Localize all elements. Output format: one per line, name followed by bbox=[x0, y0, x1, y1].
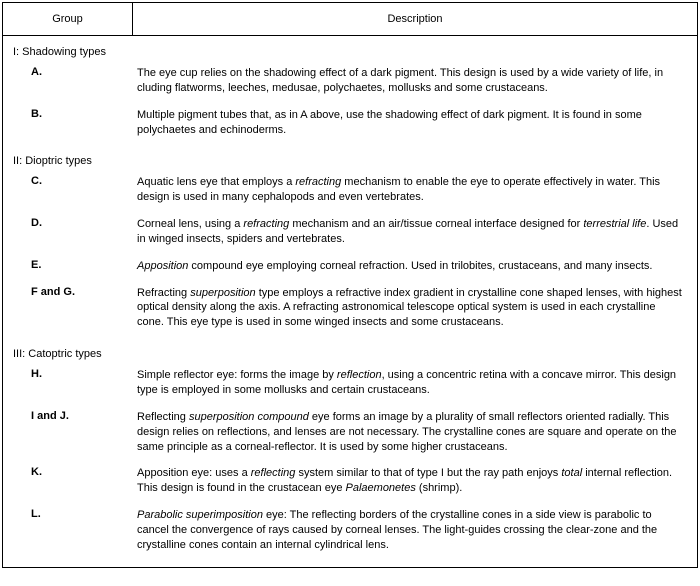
row-label-d: D. bbox=[3, 215, 133, 249]
row-desc-l: Parabolic superimposition eye: The refle… bbox=[133, 506, 697, 555]
table-row: F and G. Refracting superposition type e… bbox=[3, 280, 697, 337]
table-row: I and J. Reflecting superposition compou… bbox=[3, 404, 697, 461]
row-desc-fg: Refracting superposition type employs a … bbox=[133, 284, 697, 333]
table-header-row: Group Description bbox=[3, 3, 697, 36]
table-row: E. Apposition compound eye employing cor… bbox=[3, 253, 697, 280]
row-desc-h: Simple reflector eye: forms the image by… bbox=[133, 366, 697, 400]
header-description: Description bbox=[133, 3, 697, 35]
row-label-fg: F and G. bbox=[3, 284, 133, 333]
table-row: H. Simple reflector eye: forms the image… bbox=[3, 362, 697, 404]
row-label-ij: I and J. bbox=[3, 408, 133, 457]
table-body: I: Shadowing types A. The eye cup relies… bbox=[3, 36, 697, 567]
row-desc-b: Multiple pigment tubes that, as in A abo… bbox=[133, 106, 697, 140]
section-3-title: III: Catoptric types bbox=[3, 336, 697, 362]
row-label-c: C. bbox=[3, 173, 133, 207]
row-desc-a: The eye cup relies on the shadowing effe… bbox=[133, 64, 697, 98]
row-label-l: L. bbox=[3, 506, 133, 555]
table-row: C. Aquatic lens eye that employs a refra… bbox=[3, 169, 697, 211]
row-desc-d: Corneal lens, using a refracting mechani… bbox=[133, 215, 697, 249]
row-label-h: H. bbox=[3, 366, 133, 400]
section-2-title: II: Dioptric types bbox=[3, 143, 697, 169]
row-label-b: B. bbox=[3, 106, 133, 140]
table-row: D. Corneal lens, using a refracting mech… bbox=[3, 211, 697, 253]
table-row: B. Multiple pigment tubes that, as in A … bbox=[3, 102, 697, 144]
eye-types-table: Group Description I: Shadowing types A. … bbox=[2, 2, 698, 568]
row-desc-ij: Reflecting superposition compound eye fo… bbox=[133, 408, 697, 457]
row-label-k: K. bbox=[3, 464, 133, 498]
table-row: L. Parabolic superimposition eye: The re… bbox=[3, 502, 697, 559]
section-1-title: I: Shadowing types bbox=[3, 40, 697, 60]
table-row: K. Apposition eye: uses a reflecting sys… bbox=[3, 460, 697, 502]
table-row: A. The eye cup relies on the shadowing e… bbox=[3, 60, 697, 102]
row-label-a: A. bbox=[3, 64, 133, 98]
header-group: Group bbox=[3, 3, 133, 35]
row-label-e: E. bbox=[3, 257, 133, 276]
row-desc-k: Apposition eye: uses a reflecting system… bbox=[133, 464, 697, 498]
row-desc-e: Apposition compound eye employing cornea… bbox=[133, 257, 697, 276]
row-desc-c: Aquatic lens eye that employs a refracti… bbox=[133, 173, 697, 207]
